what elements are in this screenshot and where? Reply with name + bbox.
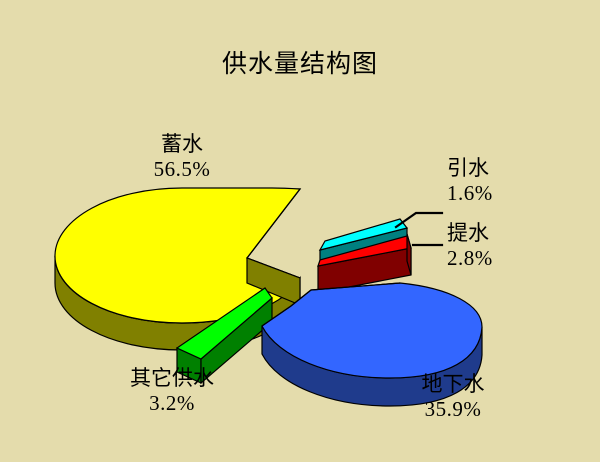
slice-label-xushui: 蓄水 56.5% xyxy=(122,132,242,182)
slice-label-tishui-name: 提水 xyxy=(447,221,489,245)
slice-label-xushui-name: 蓄水 xyxy=(161,132,203,156)
pie-slice-tishui-endcap xyxy=(406,233,412,276)
pie-slice-qitagongshui-top xyxy=(175,287,273,360)
chart-title: 供水量结构图 xyxy=(221,51,378,78)
pie-slice-yinshui[interactable] xyxy=(318,218,409,261)
slice-label-qitagongshui: 其它供水 3.2% xyxy=(92,366,252,416)
pie-slice-xushui-edge-b xyxy=(246,188,301,259)
pie-slice-dixiashui-top xyxy=(261,282,483,379)
slice-label-yinshui: 引水 1.6% xyxy=(447,156,567,206)
slice-label-tishui-pct: 2.8% xyxy=(447,245,493,270)
pie-slice-yinshui-top xyxy=(318,218,409,251)
pie-slice-dixiashui-edge-a xyxy=(310,282,401,291)
slice-label-yinshui-name: 引水 xyxy=(447,156,489,180)
slice-label-qitagongshui-name: 其它供水 xyxy=(130,366,214,390)
slice-label-yinshui-pct: 1.6% xyxy=(447,180,493,205)
slice-label-xushui-pct: 56.5% xyxy=(153,156,211,181)
slice-label-dixiashui-name: 地下水 xyxy=(421,372,485,396)
pie-slice-xushui[interactable] xyxy=(54,187,302,351)
pie-slice-dixiashui-edge-b xyxy=(261,289,312,327)
slice-label-dixiashui: 地下水 35.9% xyxy=(378,372,528,422)
slice-label-tishui: 提水 2.8% xyxy=(447,221,567,271)
slice-label-qitagongshui-pct: 3.2% xyxy=(149,390,195,415)
slice-label-dixiashui-pct: 35.9% xyxy=(424,396,482,421)
pie-slice-dixiashui[interactable] xyxy=(261,282,483,407)
leader-line-yinshui xyxy=(394,211,444,229)
